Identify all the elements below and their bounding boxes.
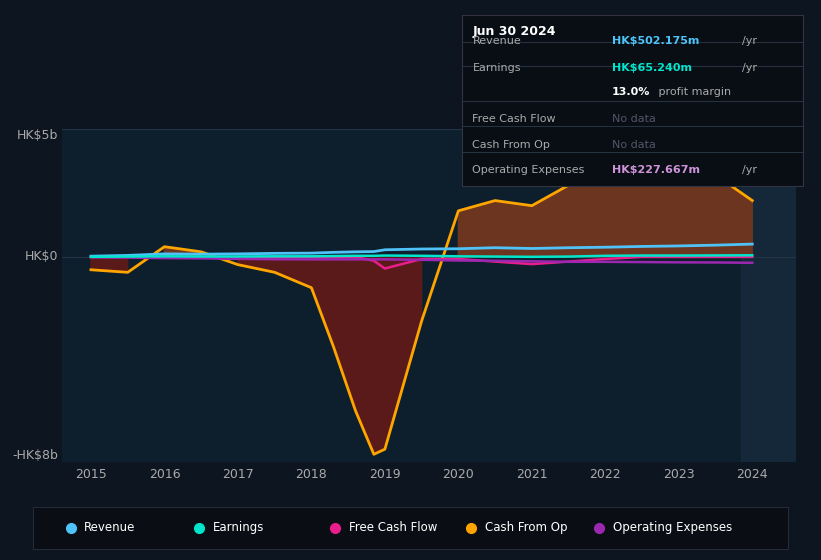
Text: Cash From Op: Cash From Op: [472, 140, 550, 150]
Bar: [741, 129, 796, 462]
Text: /yr: /yr: [741, 165, 757, 175]
Text: Operating Expenses: Operating Expenses: [472, 165, 585, 175]
Text: Revenue: Revenue: [85, 521, 135, 534]
Text: HK$65.240m: HK$65.240m: [612, 63, 692, 73]
Text: Free Cash Flow: Free Cash Flow: [349, 521, 437, 534]
Text: Cash From Op: Cash From Op: [484, 521, 567, 534]
Text: -HK$8b: -HK$8b: [12, 449, 58, 462]
Text: HK$0: HK$0: [25, 250, 58, 263]
Text: Operating Expenses: Operating Expenses: [613, 521, 732, 534]
Text: Earnings: Earnings: [472, 63, 521, 73]
Text: /yr: /yr: [741, 36, 757, 45]
Text: HK$227.667m: HK$227.667m: [612, 165, 700, 175]
Text: /yr: /yr: [741, 63, 757, 73]
Text: Free Cash Flow: Free Cash Flow: [472, 114, 556, 124]
Text: 13.0%: 13.0%: [612, 87, 650, 97]
Text: No data: No data: [612, 140, 656, 150]
Text: Earnings: Earnings: [213, 521, 264, 534]
Text: No data: No data: [612, 114, 656, 124]
Text: HK$5b: HK$5b: [16, 129, 58, 142]
Text: Jun 30 2024: Jun 30 2024: [472, 25, 556, 39]
Text: profit margin: profit margin: [654, 87, 731, 97]
Text: Revenue: Revenue: [472, 36, 521, 45]
Text: HK$502.175m: HK$502.175m: [612, 36, 699, 45]
